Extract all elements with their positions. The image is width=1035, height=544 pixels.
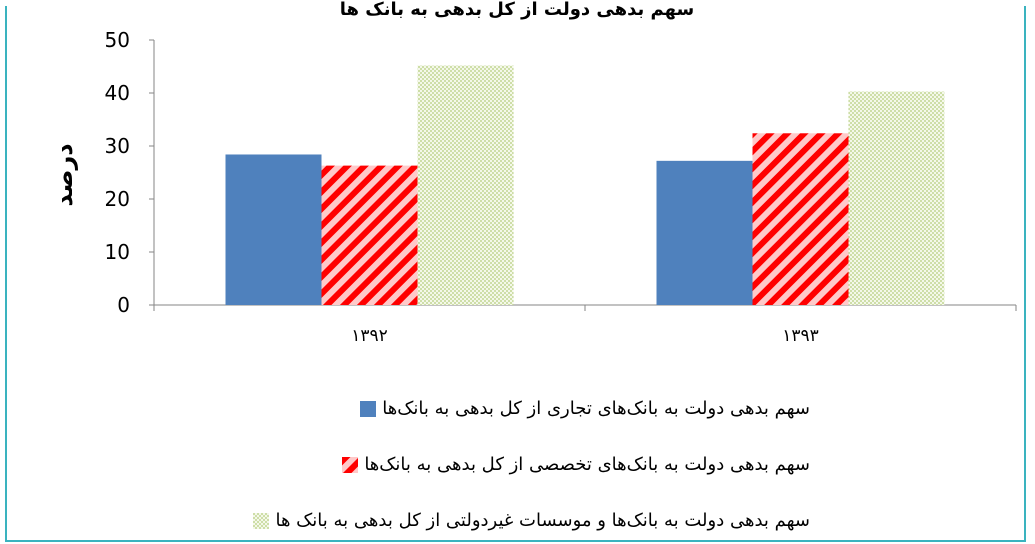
labels: 0 10 20 30 40 50 ۱۳۹۲ ۱۳۹۳	[105, 28, 819, 346]
bar	[752, 133, 849, 305]
bar	[417, 65, 514, 305]
x-tick-label: ۱۳۹۲	[351, 326, 388, 346]
legend-label-2: سهم بدهی دولت به بانک‌های تخصصی از کل بد…	[364, 454, 810, 475]
legend-item-1: سهم بدهی دولت به بانک‌های تجاری از کل بد…	[190, 398, 810, 419]
legend-swatch-1	[360, 400, 377, 417]
legend-item-3: سهم بدهی دولت به بانک‌ها و موسسات غیردول…	[190, 510, 810, 531]
bar	[848, 91, 945, 305]
y-axis-title: درصد	[50, 143, 78, 206]
bar	[225, 154, 322, 305]
chart-frame	[5, 6, 1026, 542]
x-tick-label: ۱۳۹۳	[782, 326, 819, 346]
bar	[321, 165, 418, 305]
y-tick-label: 10	[105, 240, 130, 264]
legend-item-2: سهم بدهی دولت به بانک‌های تخصصی از کل بد…	[190, 454, 810, 475]
bar	[656, 160, 753, 305]
y-tick-label: 40	[105, 81, 130, 105]
legend-label-1: سهم بدهی دولت به بانک‌های تجاری از کل بد…	[382, 398, 810, 419]
bars	[225, 65, 945, 305]
y-tick-label: 0	[117, 293, 130, 317]
chart-title: سهم بدهی دولت از کل بدهی به بانک ها	[340, 0, 694, 20]
legend-label-3: سهم بدهی دولت به بانک‌ها و موسسات غیردول…	[275, 510, 810, 531]
legend-swatch-3	[253, 512, 270, 529]
legend-swatch-2	[342, 456, 359, 473]
y-tick-label: 50	[105, 28, 130, 52]
y-tick-label: 30	[105, 134, 130, 158]
y-tick-label: 20	[105, 187, 130, 211]
